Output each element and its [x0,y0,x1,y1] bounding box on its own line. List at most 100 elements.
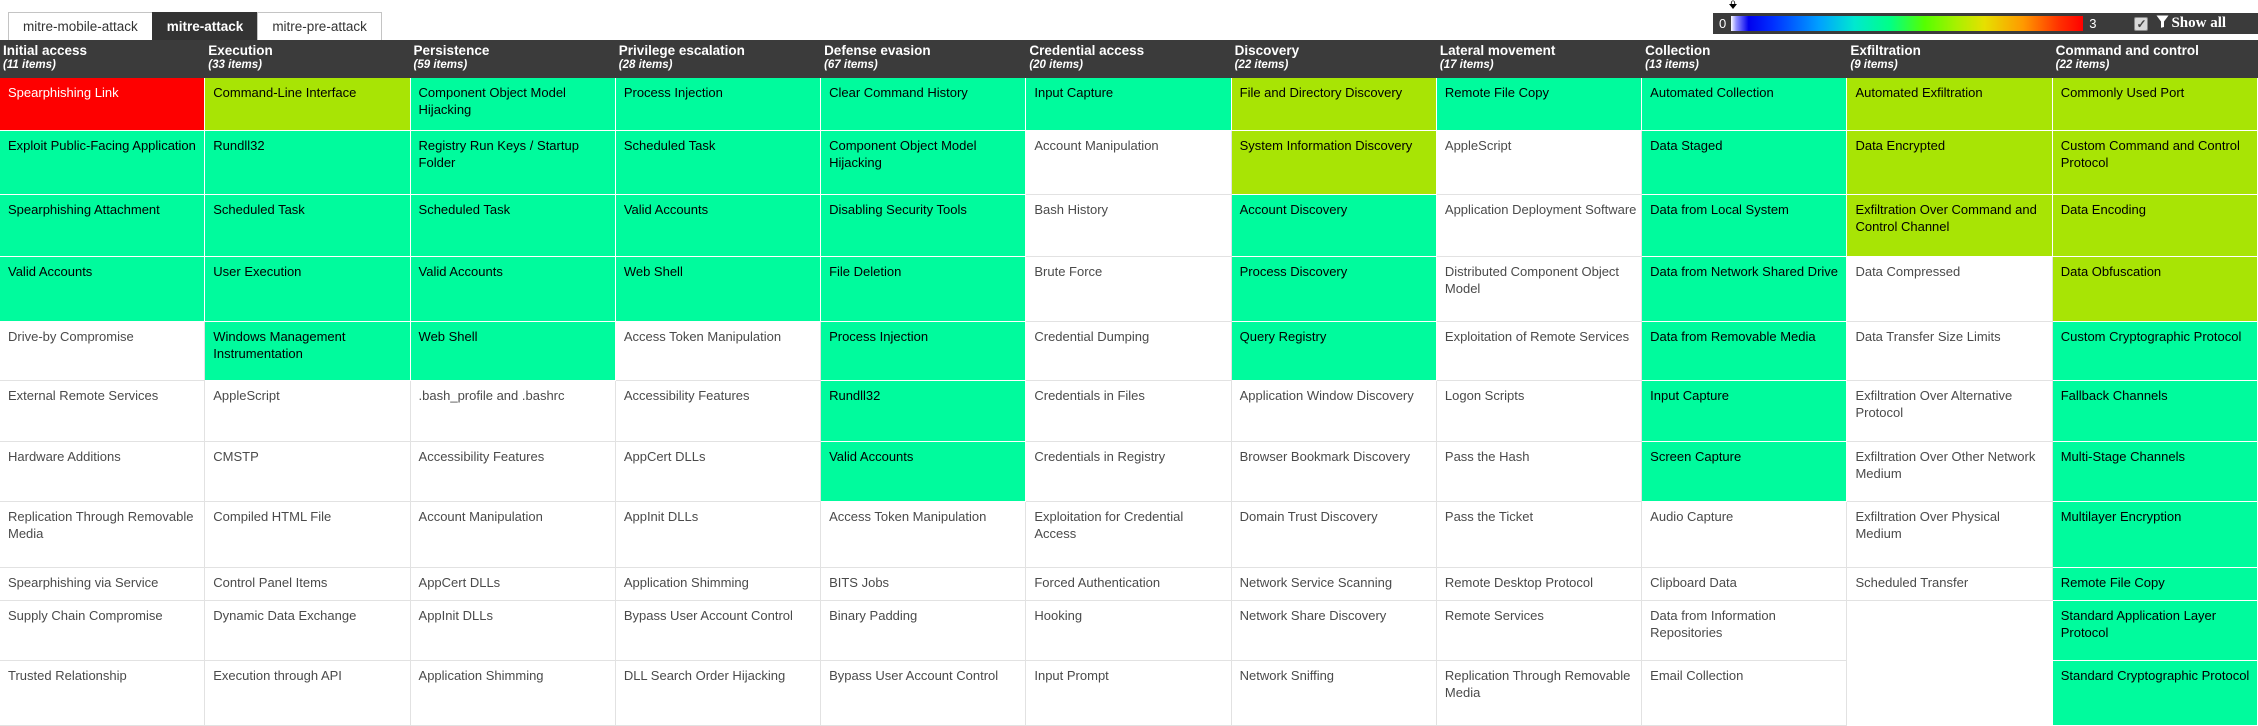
technique-cell[interactable]: Application Shimming [615,568,822,601]
technique-cell[interactable]: Forced Authentication [1026,568,1232,601]
technique-cell[interactable]: Exfiltration Over Command and Control Ch… [1847,195,2053,257]
technique-cell[interactable]: Distributed Component Object Model [1436,257,1643,322]
technique-cell[interactable]: Bypass User Account Control [615,601,822,661]
technique-cell[interactable]: Bypass User Account Control [821,661,1027,726]
technique-cell[interactable]: File and Directory Discovery [1231,78,1437,131]
technique-cell[interactable]: Commonly Used Port [2052,78,2258,131]
tab-mitre-pre-attack[interactable]: mitre-pre-attack [257,12,382,40]
technique-cell[interactable]: Credentials in Files [1026,381,1232,442]
technique-cell[interactable]: Rundll32 [205,131,411,195]
technique-cell[interactable]: Registry Run Keys / Startup Folder [410,131,616,195]
technique-cell[interactable]: System Information Discovery [1231,131,1437,195]
technique-cell[interactable]: Network Sniffing [1231,661,1437,726]
gradient-slider-handle[interactable]: 0 [1726,0,1740,27]
technique-cell[interactable]: Multilayer Encryption [2052,502,2258,568]
technique-cell[interactable]: Exploitation for Credential Access [1026,502,1232,568]
technique-cell[interactable]: User Execution [205,257,411,322]
technique-cell[interactable]: Valid Accounts [410,257,616,322]
technique-cell[interactable]: Clipboard Data [1642,568,1848,601]
tab-mitre-mobile-attack[interactable]: mitre-mobile-attack [8,12,153,40]
technique-cell[interactable]: Valid Accounts [821,442,1027,502]
technique-cell[interactable]: Access Token Manipulation [821,502,1027,568]
technique-cell[interactable]: Input Capture [1642,381,1848,442]
technique-cell[interactable]: AppInit DLLs [410,601,616,661]
technique-cell[interactable]: Data Encoding [2052,195,2258,257]
technique-cell[interactable]: Brute Force [1026,257,1232,322]
technique-cell[interactable]: External Remote Services [0,381,206,442]
technique-cell[interactable]: Pass the Ticket [1436,502,1643,568]
technique-cell[interactable]: Input Prompt [1026,661,1232,726]
technique-cell[interactable]: Hardware Additions [0,442,206,502]
technique-cell[interactable]: Control Panel Items [205,568,411,601]
technique-cell[interactable]: Replication Through Removable Media [1436,661,1643,726]
technique-cell[interactable]: Custom Command and Control Protocol [2052,131,2258,195]
technique-cell[interactable]: AppInit DLLs [615,502,822,568]
technique-cell[interactable]: Scheduled Transfer [1847,568,2053,601]
technique-cell[interactable]: Exfiltration Over Alternative Protocol [1847,381,2053,442]
technique-cell[interactable]: Binary Padding [821,601,1027,661]
technique-cell[interactable]: Supply Chain Compromise [0,601,206,661]
technique-cell[interactable]: Windows Management Instrumentation [205,322,411,381]
technique-cell[interactable]: Exfiltration Over Other Network Medium [1847,442,2053,502]
technique-cell[interactable]: Standard Cryptographic Protocol [2052,661,2258,726]
technique-cell[interactable]: Audio Capture [1642,502,1848,568]
technique-cell[interactable]: Remote File Copy [2052,568,2258,601]
technique-cell[interactable]: Execution through API [205,661,411,726]
technique-cell[interactable]: AppCert DLLs [410,568,616,601]
technique-cell[interactable]: Application Deployment Software [1436,195,1643,257]
technique-cell[interactable]: Application Shimming [410,661,616,726]
technique-cell[interactable]: Credential Dumping [1026,322,1232,381]
technique-cell[interactable]: File Deletion [821,257,1027,322]
technique-cell[interactable]: AppleScript [1436,131,1643,195]
technique-cell[interactable]: Scheduled Task [205,195,411,257]
technique-cell[interactable]: Data Transfer Size Limits [1847,322,2053,381]
technique-cell[interactable]: Network Service Scanning [1231,568,1437,601]
technique-cell[interactable]: Automated Collection [1642,78,1848,131]
technique-cell[interactable]: Credentials in Registry [1026,442,1232,502]
technique-cell[interactable]: Pass the Hash [1436,442,1643,502]
technique-cell[interactable]: Process Injection [821,322,1027,381]
technique-cell[interactable]: Valid Accounts [0,257,206,322]
score-gradient-bar[interactable] [1731,16,2084,31]
technique-cell[interactable]: Data from Removable Media [1642,322,1848,381]
technique-cell[interactable]: Bash History [1026,195,1232,257]
technique-cell[interactable]: Application Window Discovery [1231,381,1437,442]
technique-cell[interactable]: Input Capture [1026,78,1232,131]
technique-cell[interactable]: Custom Cryptographic Protocol [2052,322,2258,381]
technique-cell[interactable]: Account Manipulation [1026,131,1232,195]
technique-cell[interactable]: Standard Application Layer Protocol [2052,601,2258,661]
technique-cell[interactable]: Replication Through Removable Media [0,502,206,568]
technique-cell[interactable]: Multi-Stage Channels [2052,442,2258,502]
technique-cell[interactable]: BITS Jobs [821,568,1027,601]
technique-cell[interactable]: Command-Line Interface [205,78,411,131]
technique-cell[interactable]: Scheduled Task [615,131,822,195]
technique-cell[interactable]: Account Manipulation [410,502,616,568]
technique-cell[interactable]: Email Collection [1642,661,1848,726]
technique-cell[interactable]: Logon Scripts [1436,381,1643,442]
technique-cell[interactable]: Data Staged [1642,131,1848,195]
technique-cell[interactable]: Spearphishing Link [0,78,206,131]
technique-cell[interactable]: Accessibility Features [410,442,616,502]
tab-mitre-attack[interactable]: mitre-attack [151,12,259,40]
technique-cell[interactable]: Dynamic Data Exchange [205,601,411,661]
technique-cell[interactable]: Access Token Manipulation [615,322,822,381]
technique-cell[interactable]: Compiled HTML File [205,502,411,568]
technique-cell[interactable]: Account Discovery [1231,195,1437,257]
technique-cell[interactable]: Accessibility Features [615,381,822,442]
technique-cell[interactable]: Remote Services [1436,601,1643,661]
technique-cell[interactable]: AppCert DLLs [615,442,822,502]
technique-cell[interactable]: CMSTP [205,442,411,502]
technique-cell[interactable]: Remote File Copy [1436,78,1643,131]
technique-cell[interactable]: Valid Accounts [615,195,822,257]
technique-cell[interactable]: Exfiltration Over Physical Medium [1847,502,2053,568]
technique-cell[interactable]: Data from Local System [1642,195,1848,257]
technique-cell[interactable]: Query Registry [1231,322,1437,381]
technique-cell[interactable]: Data from Information Repositories [1642,601,1848,661]
technique-cell[interactable]: Remote Desktop Protocol [1436,568,1643,601]
technique-cell[interactable]: Spearphishing Attachment [0,195,206,257]
technique-cell[interactable]: Data Encrypted [1847,131,2053,195]
technique-cell[interactable]: Exploitation of Remote Services [1436,322,1643,381]
technique-cell[interactable]: Disabling Security Tools [821,195,1027,257]
technique-cell[interactable]: Network Share Discovery [1231,601,1437,661]
technique-cell[interactable]: Automated Exfiltration [1847,78,2053,131]
